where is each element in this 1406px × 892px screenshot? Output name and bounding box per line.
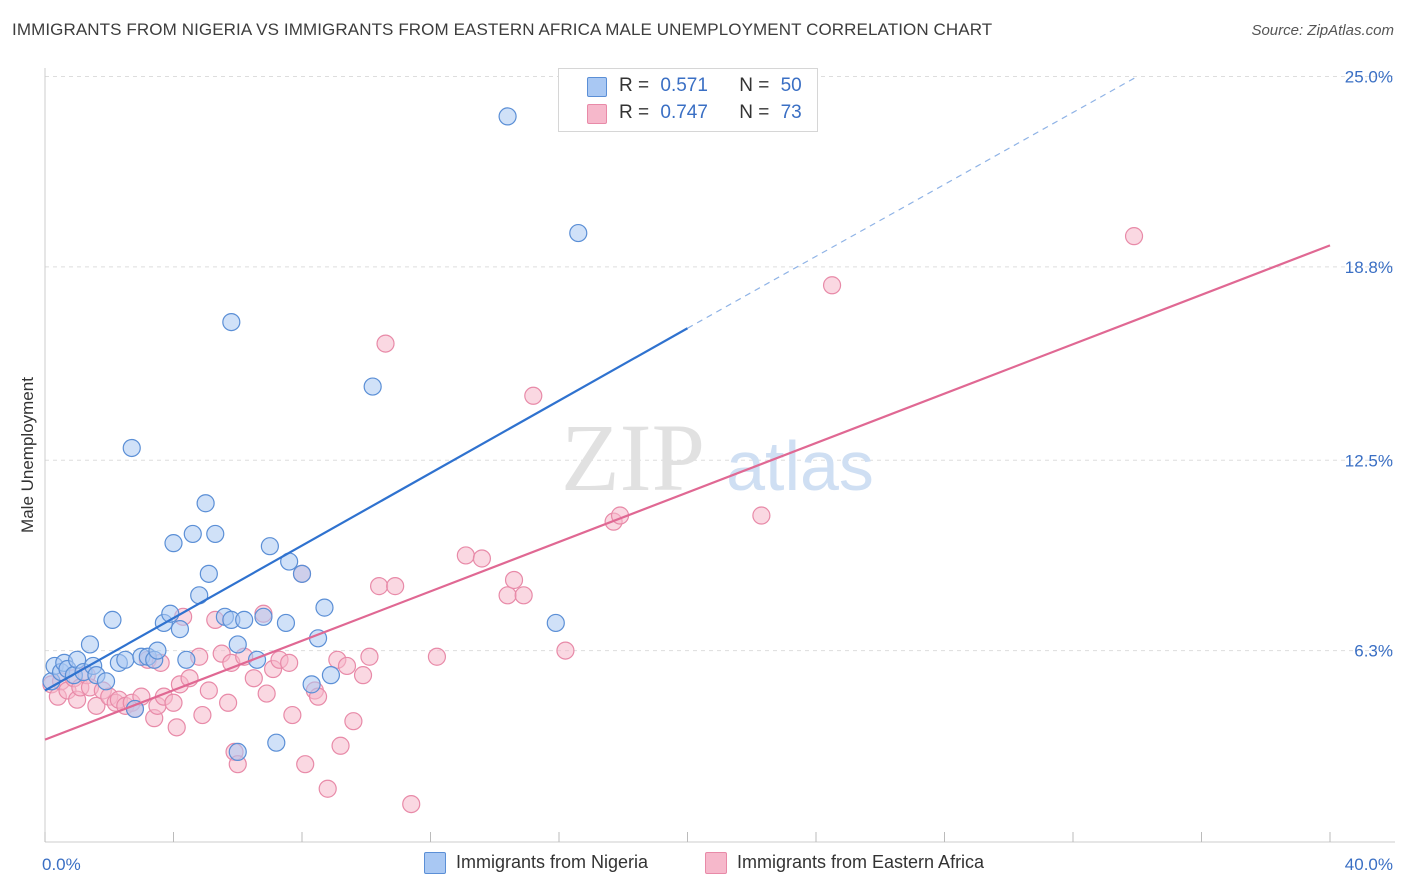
eastern-africa-point-63: [498, 586, 517, 605]
legend-r-label: R =: [619, 75, 650, 96]
y-tick-label-3: 25.0%: [1345, 68, 1393, 87]
y-tick-label-0: 6.3%: [1354, 642, 1393, 661]
eastern-africa-point-33: [219, 693, 238, 712]
nigeria-point-47: [321, 666, 341, 685]
grid-lines: [45, 76, 1395, 652]
legend-n-value-eastern-africa: 73: [780, 102, 802, 123]
legend-swatch-nigeria: [587, 77, 607, 97]
nigeria-point-44: [302, 675, 321, 694]
legend-r-value-nigeria: 0.571: [660, 75, 708, 96]
nigeria-point-24: [170, 619, 190, 639]
nigeria-point-29: [199, 564, 218, 583]
nigeria-point-40: [267, 733, 286, 752]
nigeria-point-34: [228, 635, 247, 654]
nigeria-point-14: [116, 650, 135, 669]
bottom-legend-swatch-nigeria: [424, 852, 446, 874]
trend-line-nigeria: [44, 327, 689, 692]
nigeria-point-36: [235, 610, 254, 629]
legend-n-label: N =: [739, 102, 770, 123]
series-eastern-africa-points: [42, 227, 1144, 814]
trend-lines: [44, 75, 1331, 741]
nigeria-point-12: [103, 610, 122, 629]
x-tick-label-1: 40.0%: [1345, 855, 1393, 874]
axes: [44, 68, 1395, 843]
nigeria-point-51: [569, 223, 588, 243]
eastern-africa-point-60: [427, 647, 447, 666]
legend-n-value-nigeria: 50: [780, 75, 802, 96]
eastern-africa-point-71: [822, 276, 842, 295]
nigeria-point-50: [546, 613, 565, 633]
y-tick-label-2: 18.8%: [1345, 258, 1393, 277]
eastern-africa-point-44: [283, 705, 302, 725]
legend-r-label: R =: [619, 102, 650, 123]
trend-line-nigeria-extension: [687, 75, 1138, 329]
eastern-africa-point-49: [318, 779, 337, 798]
eastern-africa-point-51: [331, 736, 350, 755]
eastern-africa-point-61: [456, 546, 475, 565]
eastern-africa-point-62: [472, 549, 491, 568]
nigeria-point-23: [164, 534, 183, 553]
eastern-africa-point-29: [193, 705, 212, 725]
correlation-legend: R = 0.571 N = 50 R = 0.747 N = 73: [558, 68, 818, 132]
eastern-africa-point-55: [360, 647, 379, 666]
eastern-africa-point-40: [257, 684, 276, 703]
eastern-africa-point-30: [199, 681, 218, 700]
eastern-africa-point-64: [504, 570, 524, 590]
eastern-africa-point-43: [280, 653, 299, 672]
nigeria-point-48: [363, 377, 382, 396]
eastern-africa-point-56: [370, 577, 389, 596]
legend-row-nigeria: R = 0.571 N = 50: [619, 75, 802, 97]
eastern-africa-point-70: [752, 506, 771, 525]
bottom-legend-label-nigeria: Immigrants from Nigeria: [456, 852, 649, 872]
watermark-zip: ZIP: [561, 404, 705, 511]
bottom-legend-label-eastern-africa: Immigrants from Eastern Africa: [737, 852, 985, 872]
nigeria-point-8: [80, 635, 100, 654]
nigeria-point-46: [315, 598, 334, 617]
tick-labels: 6.3% 12.5% 18.8% 25.0% 0.0% 40.0%: [42, 68, 1393, 875]
nigeria-point-39: [260, 537, 279, 556]
legend-n-label: N =: [739, 75, 770, 96]
nigeria-point-20: [148, 641, 167, 660]
eastern-africa-point-9: [87, 696, 106, 715]
legend-swatch-eastern-africa: [587, 104, 607, 124]
x-tick-label-0: 0.0%: [42, 855, 81, 874]
watermark-atlas: atlas: [726, 427, 874, 505]
eastern-africa-point-72: [1124, 227, 1144, 246]
eastern-africa-point-24: [167, 718, 186, 737]
y-tick-label-1: 12.5%: [1345, 451, 1393, 470]
nigeria-point-38: [254, 607, 273, 626]
legend-row-eastern-africa: R = 0.747 N = 73: [619, 102, 802, 124]
eastern-africa-point-67: [556, 641, 575, 660]
eastern-africa-point-58: [386, 577, 405, 596]
eastern-africa-point-38: [244, 669, 263, 688]
nigeria-point-43: [292, 564, 312, 583]
eastern-africa-point-59: [402, 794, 421, 814]
eastern-africa-point-46: [296, 755, 315, 774]
nigeria-point-11: [96, 672, 116, 691]
eastern-africa-point-52: [337, 656, 357, 676]
series-nigeria-points: [42, 107, 588, 762]
watermark: ZIP atlas: [561, 404, 874, 511]
eastern-africa-point-53: [344, 712, 363, 731]
eastern-africa-point-65: [514, 586, 533, 605]
eastern-africa-point-66: [524, 386, 543, 405]
legend-r-value-eastern-africa: 0.747: [660, 102, 708, 123]
bottom-legend-swatch-eastern-africa: [705, 852, 727, 874]
nigeria-point-28: [196, 494, 215, 513]
eastern-africa-point-57: [376, 334, 395, 353]
source-label: Source: ZipAtlas.com: [1251, 22, 1394, 39]
chart-title: IMMIGRANTS FROM NIGERIA VS IMMIGRANTS FR…: [12, 20, 993, 39]
nigeria-point-25: [177, 650, 196, 669]
nigeria-point-26: [183, 524, 202, 544]
nigeria-point-15: [122, 438, 141, 458]
nigeria-point-30: [206, 524, 225, 544]
nigeria-point-49: [498, 107, 517, 126]
eastern-africa-point-54: [353, 666, 373, 685]
trend-line-eastern-africa: [44, 244, 1331, 741]
eastern-africa-point-23: [164, 693, 183, 712]
nigeria-point-35: [228, 742, 247, 762]
nigeria-point-41: [276, 613, 296, 633]
nigeria-point-33: [222, 313, 241, 332]
